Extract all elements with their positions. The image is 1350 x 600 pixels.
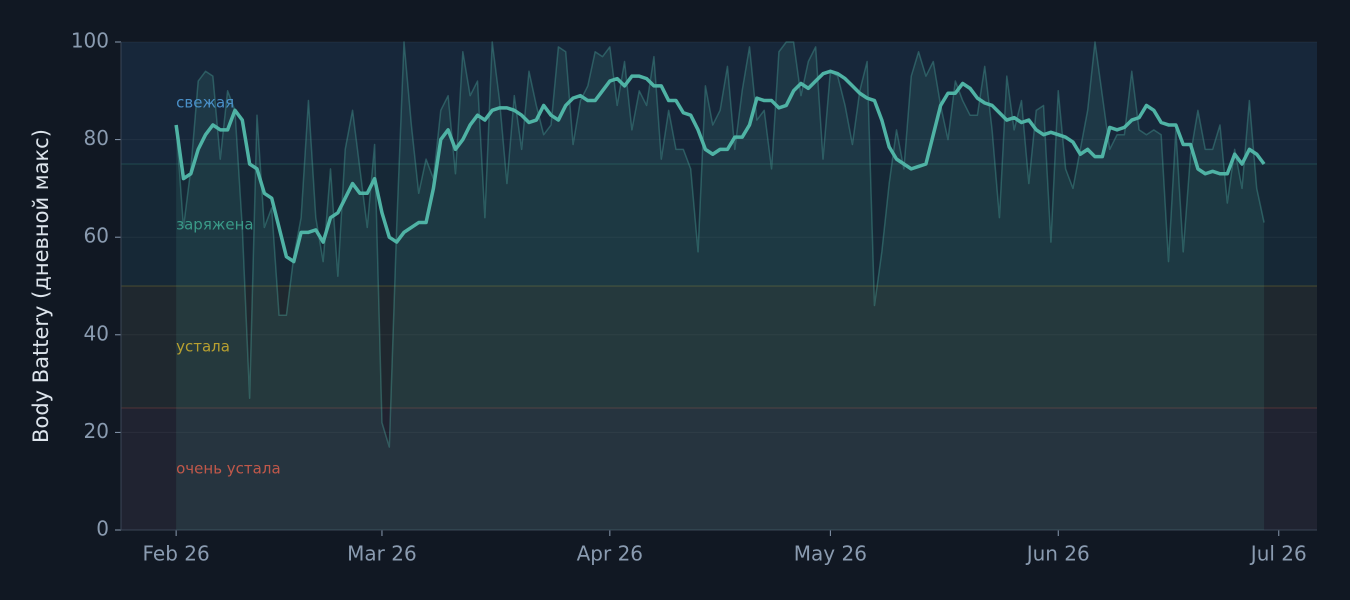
x-tick-label: May 26 bbox=[794, 542, 867, 566]
zone bbox=[121, 164, 1317, 286]
zone-label: устала bbox=[176, 338, 230, 356]
x-tick-label: Feb 26 bbox=[143, 542, 210, 566]
y-tick-label: 0 bbox=[96, 517, 109, 541]
x-tick-label: Apr 26 bbox=[577, 542, 643, 566]
y-axis-label: Body Battery (дневной макс) bbox=[29, 129, 53, 443]
plot-area bbox=[121, 42, 1317, 530]
zone bbox=[121, 286, 1317, 408]
y-tick-label: 100 bbox=[71, 29, 109, 53]
x-tick-label: Mar 26 bbox=[347, 542, 417, 566]
area bbox=[176, 42, 1265, 530]
x-tick-label: Jul 26 bbox=[1249, 542, 1307, 566]
y-tick-label: 20 bbox=[84, 419, 109, 443]
line bbox=[174, 69, 1266, 264]
x-tick-label: Jun 26 bbox=[1025, 542, 1090, 566]
zone bbox=[121, 408, 1317, 530]
y-tick-label: 80 bbox=[84, 126, 109, 150]
zone-label: свежая bbox=[176, 94, 234, 112]
y-tick-label: 60 bbox=[84, 224, 109, 248]
y-tick-label: 40 bbox=[84, 321, 109, 345]
zone-label: очень устала bbox=[176, 460, 281, 478]
line bbox=[175, 41, 1265, 448]
zone bbox=[121, 42, 1317, 164]
zone-label: заряжена bbox=[176, 216, 253, 234]
